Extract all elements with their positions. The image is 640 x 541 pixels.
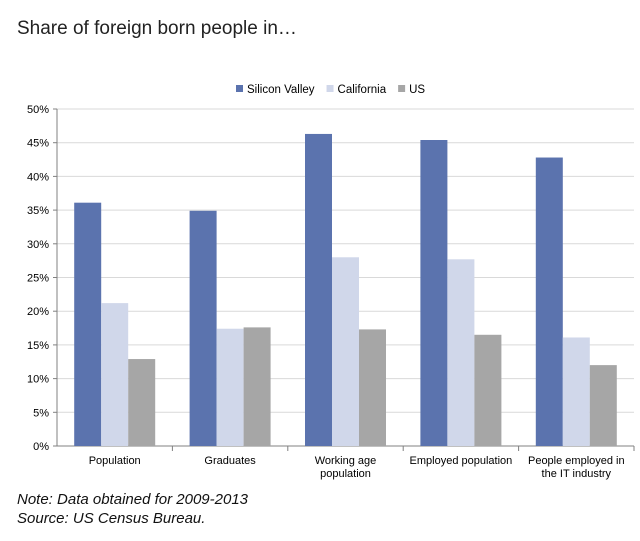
- x-tick-label: the IT industry: [542, 468, 612, 480]
- x-tick-label: Employed population: [410, 455, 513, 467]
- bar: [128, 359, 156, 446]
- bar: [474, 334, 502, 446]
- bar: [447, 259, 475, 446]
- bar: [535, 157, 563, 446]
- bar: [332, 257, 359, 446]
- source-note: Source: US Census Bureau.: [17, 510, 206, 527]
- y-tick-label: 5%: [33, 407, 49, 419]
- legend-label: California: [338, 84, 387, 96]
- y-tick-label: 50%: [27, 104, 49, 116]
- notes-block: Note: Data obtained for 2009-2013 Source…: [17, 490, 248, 528]
- y-tick-label: 30%: [27, 239, 49, 251]
- y-tick-label: 40%: [27, 171, 49, 183]
- legend-swatch: [236, 85, 243, 92]
- data-note: Note: Data obtained for 2009-2013: [17, 491, 248, 508]
- y-tick-label: 45%: [27, 138, 49, 150]
- y-tick-label: 15%: [27, 340, 49, 352]
- y-tick-label: 25%: [27, 273, 49, 285]
- legend-label: Silicon Valley: [247, 84, 315, 96]
- x-tick-label: Population: [89, 455, 141, 467]
- bar: [305, 133, 332, 447]
- y-tick-label: 35%: [27, 205, 49, 217]
- bar: [359, 329, 386, 446]
- bar: [420, 140, 448, 446]
- x-tick-label: Graduates: [204, 455, 256, 467]
- legend-label: US: [409, 84, 425, 96]
- bar: [74, 202, 102, 446]
- y-tick-label: 10%: [27, 374, 49, 386]
- legend-swatch: [326, 85, 334, 92]
- bar: [189, 210, 217, 446]
- y-tick-label: 20%: [27, 306, 49, 318]
- bar: [243, 327, 271, 446]
- chart-title: Share of foreign born people in…: [17, 18, 297, 39]
- x-tick-label: population: [320, 468, 371, 480]
- bar: [216, 328, 244, 446]
- x-tick-label: Working age: [315, 455, 377, 467]
- legend-swatch: [398, 85, 406, 92]
- x-tick-label: People employed in: [528, 455, 625, 467]
- bar: [562, 337, 590, 446]
- bar: [589, 365, 617, 446]
- y-tick-label: 0%: [33, 441, 49, 453]
- bar: [101, 303, 129, 446]
